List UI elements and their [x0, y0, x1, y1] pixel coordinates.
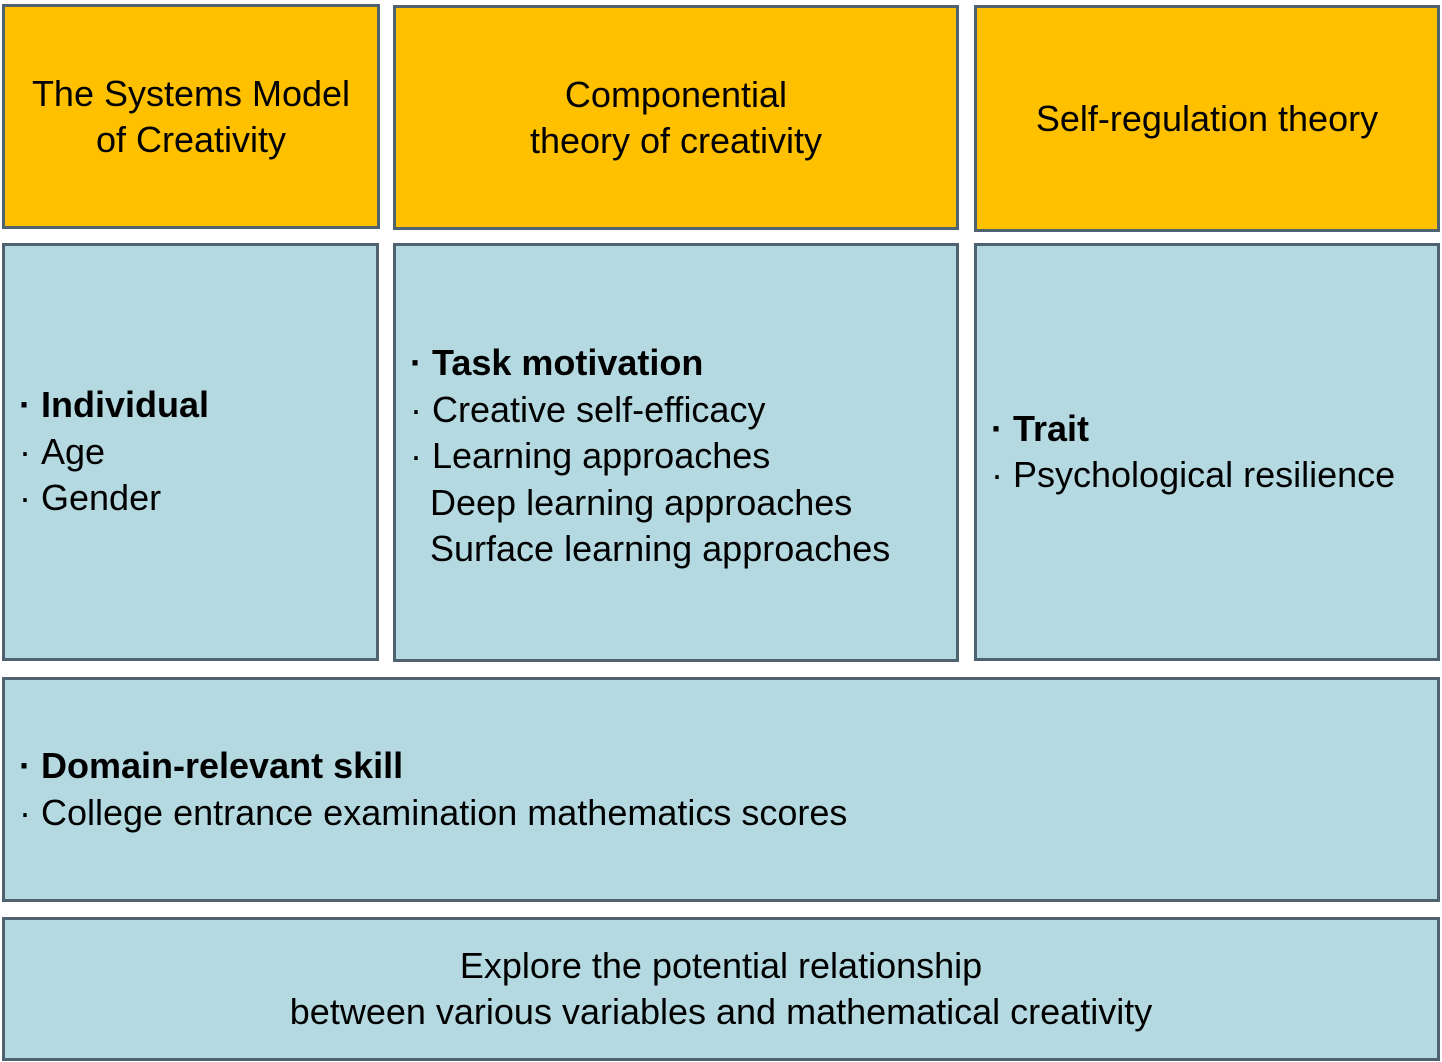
list-item: · Creative self-efficacy	[410, 388, 766, 430]
header-line: Self-regulation theory	[1035, 97, 1379, 139]
list-item: · College entrance examination mathematic…	[19, 791, 848, 833]
task-title: · Task motivation	[410, 342, 704, 383]
list-item: · Age	[19, 430, 106, 472]
trait-title: · Trait	[991, 407, 1090, 449]
header-systems-model: The Systems Model of Creativity	[2, 4, 380, 229]
trait-box: · Trait · Psychological resilience	[974, 243, 1440, 661]
header-line: of Creativity	[95, 118, 287, 160]
domain-skill-box: · Domain-relevant skill · College entrance…	[2, 677, 1440, 902]
individual-title: · Individual	[19, 384, 210, 426]
individual-box: · Individual · Age · Gender	[2, 243, 379, 661]
sub-item: Deep learning approaches	[430, 481, 853, 523]
header-self-regulation: Self-regulation theory	[974, 5, 1440, 232]
footer-box: Explore the potential relationship betwe…	[2, 917, 1440, 1061]
domain-title: · Domain-relevant skill	[19, 745, 404, 786]
list-item: · Psychological resilience	[991, 454, 1396, 495]
header-line: The Systems Model	[31, 72, 351, 114]
header-componential-theory: Componential theory of creativity	[393, 5, 959, 230]
list-item: · Learning approaches	[410, 435, 771, 476]
header-line: theory of creativity	[529, 119, 823, 161]
list-item: · Gender	[19, 477, 162, 519]
task-motivation-box: · Task motivation · Creative self-efficacy…	[393, 243, 959, 662]
sub-item: Surface learning approaches	[430, 528, 891, 569]
footer-line: between various variables and mathematic…	[289, 991, 1153, 1032]
header-line: Componential	[564, 73, 788, 115]
footer-line: Explore the potential relationship	[459, 944, 983, 986]
